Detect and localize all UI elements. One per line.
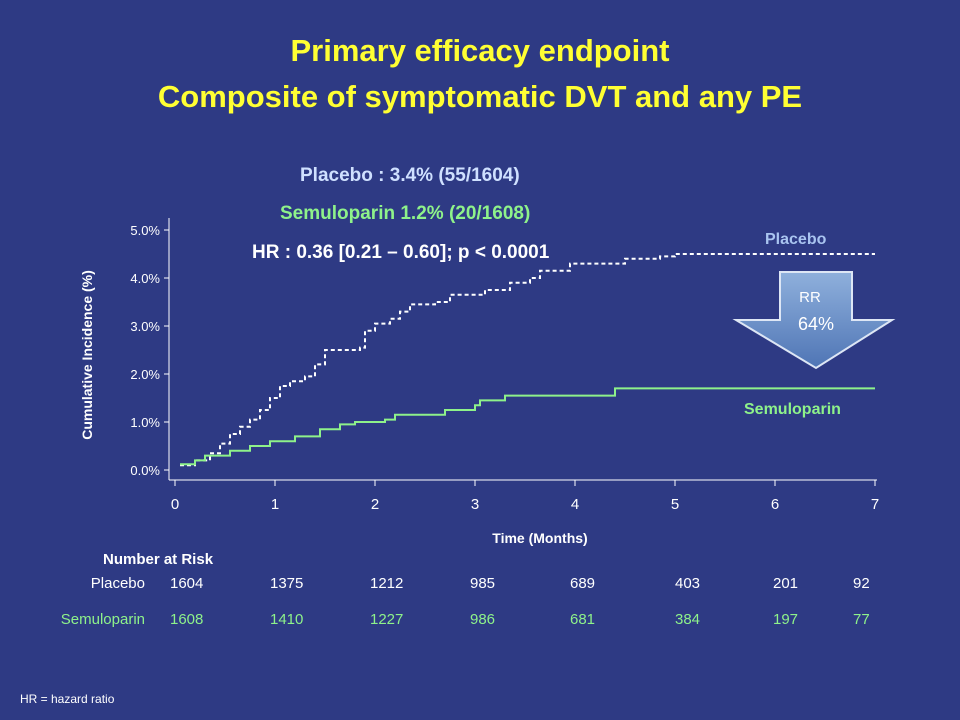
- x-tick-label: 5: [671, 496, 679, 513]
- y-tick-label: 1.0%: [130, 415, 160, 430]
- risk-cell: 77: [853, 611, 870, 628]
- risk-cell: 681: [570, 611, 596, 628]
- x-tick-label: 1: [271, 496, 279, 513]
- x-tick-label: 6: [771, 496, 779, 513]
- x-tick-label: 4: [571, 496, 579, 513]
- footnote: HR = hazard ratio: [20, 692, 115, 706]
- y-tick-label: 2.0%: [130, 367, 160, 382]
- risk-cell: 689: [570, 575, 596, 592]
- risk-cell: 92: [853, 575, 870, 592]
- x-axis-label: Time (Months): [492, 530, 587, 546]
- risk-cell: 1608: [170, 611, 204, 628]
- x-tick-label: 2: [371, 496, 379, 513]
- risk-cell: 197: [773, 611, 799, 628]
- x-tick-label: 0: [171, 496, 179, 513]
- risk-cell: 384: [675, 611, 701, 628]
- placebo-summary: Placebo : 3.4% (55/1604): [300, 165, 520, 186]
- risk-row-label: Semuloparin: [60, 611, 145, 628]
- y-ticks: 0.0% 1.0% 2.0% 3.0% 4.0% 5.0%: [130, 223, 169, 478]
- risk-cell: 1227: [370, 611, 404, 628]
- risk-cell: 201: [773, 575, 799, 592]
- risk-cell: 403: [675, 575, 701, 592]
- series-line-placebo: [180, 253, 875, 467]
- y-axis-label: Cumulative Incidence (%): [79, 270, 95, 440]
- risk-cell: 1375: [270, 575, 304, 592]
- risk-row-label: Placebo: [90, 575, 145, 592]
- y-tick-label: 5.0%: [130, 223, 160, 238]
- number-at-risk-header: Number at Risk: [103, 551, 214, 568]
- semuloparin-summary: Semuloparin 1.2% (20/1608): [280, 203, 530, 224]
- series-line-semuloparin: [180, 387, 875, 466]
- rr-value: 64%: [798, 314, 834, 334]
- semuloparin-line-label: Semuloparin: [744, 401, 841, 418]
- slide-title-line1: Primary efficacy endpoint: [290, 33, 670, 68]
- placebo-line-label: Placebo: [765, 231, 827, 248]
- risk-cell: 1410: [270, 611, 304, 628]
- y-tick-label: 3.0%: [130, 319, 160, 334]
- rr-label: RR: [799, 289, 821, 306]
- x-tick-label: 3: [471, 496, 479, 513]
- rr-arrow-icon: [732, 271, 896, 370]
- risk-cell: 1604: [170, 575, 204, 592]
- risk-cell: 1212: [370, 575, 404, 592]
- y-tick-label: 0.0%: [130, 463, 160, 478]
- hr-annotation: HR : 0.36 [0.21 – 0.60]; p < 0.0001: [252, 242, 550, 263]
- risk-cell: 985: [470, 575, 496, 592]
- slide-title-line2: Composite of symptomatic DVT and any PE: [157, 79, 803, 114]
- y-tick-label: 4.0%: [130, 271, 160, 286]
- x-ticks: 0 1 2 3 4 5 6 7: [171, 480, 879, 513]
- x-tick-label: 7: [871, 496, 879, 513]
- risk-cell: 986: [470, 611, 496, 628]
